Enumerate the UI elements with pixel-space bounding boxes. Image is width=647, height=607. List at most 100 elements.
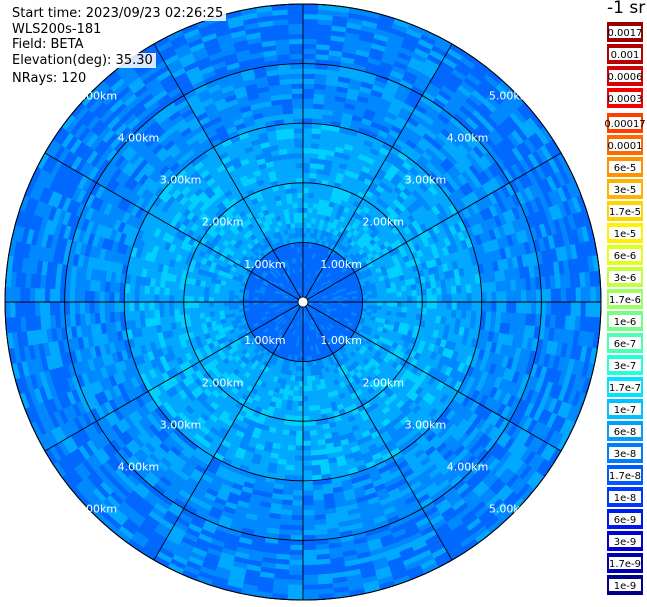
- heatmap-cell: [461, 293, 468, 303]
- heatmap-cell: [310, 143, 320, 150]
- heatmap-cell: [376, 289, 383, 295]
- heatmap-cell: [304, 341, 308, 347]
- heatmap-cell: [560, 301, 567, 317]
- heatmap-cell: [305, 356, 310, 362]
- heatmap-cell: [296, 410, 304, 417]
- heatmap-cell: [302, 197, 309, 204]
- heatmap-cell: [302, 381, 308, 387]
- heatmap-cell: [560, 287, 567, 303]
- heatmap-cell: [302, 579, 319, 586]
- heatmap-cell: [302, 23, 318, 30]
- heatmap-cell: [302, 167, 311, 174]
- heatmap-cell: [456, 301, 463, 311]
- heatmap-cell: [575, 301, 582, 317]
- heatmap-cell: [590, 286, 597, 303]
- heatmap-cell: [550, 288, 557, 303]
- heatmap-cell: [545, 288, 552, 303]
- heatmap-cell: [371, 305, 378, 311]
- heatmap-cell: [305, 361, 310, 367]
- heatmap-cell: [496, 301, 502, 313]
- heatmap-cell: [436, 287, 443, 296]
- heatmap-cell: [575, 287, 582, 303]
- heatmap-cell: [441, 286, 448, 295]
- heatmap-cell: [302, 113, 314, 119]
- heatmap-cell: [362, 298, 368, 303]
- heatmap-cell: [302, 187, 310, 194]
- heatmap-cell: [555, 288, 562, 303]
- heatmap-cell: [396, 306, 403, 313]
- heatmap-cell: [302, 544, 317, 551]
- heatmap-cell: [516, 290, 522, 303]
- heatmap-cell: [297, 400, 304, 407]
- heatmap-cell: [302, 465, 313, 472]
- heatmap-cell: [580, 286, 587, 303]
- heatmap-cell: [386, 287, 393, 294]
- heatmap-cell: [431, 301, 438, 310]
- heatmap-cell: [377, 297, 383, 303]
- heatmap-cell: [367, 301, 373, 306]
- heatmap-cell: [298, 371, 304, 377]
- heatmap-cell: [311, 133, 321, 140]
- heatmap-cell: [307, 390, 314, 397]
- heatmap-cell: [302, 415, 310, 422]
- heatmap-cell: [386, 292, 393, 298]
- heatmap-cell: [291, 405, 298, 412]
- heatmap-cell: [310, 370, 315, 377]
- heatmap-cell: [302, 58, 316, 65]
- heatmap-cell: [302, 83, 315, 89]
- heatmap-cell: [376, 293, 383, 299]
- heatmap-cell: [302, 589, 319, 596]
- heatmap-cell: [302, 371, 308, 377]
- heatmap-cell: [302, 445, 312, 452]
- heatmap-cell: [302, 28, 318, 35]
- heatmap-cell: [460, 284, 467, 294]
- heatmap-cell: [291, 510, 304, 516]
- heatmap-cell: [302, 182, 310, 189]
- heatmap-cell: [516, 301, 522, 314]
- heatmap-cell: [295, 425, 304, 432]
- heatmap-cell: [299, 366, 304, 372]
- heatmap-cell: [302, 237, 307, 243]
- heatmap-cell: [382, 297, 388, 303]
- heatmap-cell: [456, 293, 463, 303]
- heatmap-cell: [465, 310, 472, 320]
- heatmap-cell: [311, 469, 322, 476]
- heatmap-cell: [302, 395, 309, 402]
- heatmap-cell: [302, 564, 318, 571]
- heatmap-cell: [291, 519, 304, 526]
- heatmap-cell: [288, 435, 297, 442]
- heatmap-cell: [585, 286, 592, 303]
- heatmap-cell: [307, 212, 313, 219]
- heatmap-cell: [441, 294, 448, 303]
- heatmap-cell: [302, 137, 312, 144]
- heatmap-cell: [302, 108, 314, 114]
- heatmap-cell: [302, 549, 317, 556]
- heatmap-cell: [298, 376, 304, 382]
- heatmap-cell: [293, 475, 304, 482]
- heatmap-cell: [366, 294, 373, 299]
- heatmap-cell: [506, 301, 512, 314]
- heatmap-cell: [310, 152, 319, 160]
- heatmap-cell: [302, 529, 316, 536]
- heatmap-cell: [302, 366, 307, 372]
- heatmap-cell: [371, 290, 378, 295]
- heatmap-cell: [302, 88, 315, 94]
- heatmap-cell: [302, 172, 311, 179]
- heatmap-cell: [311, 385, 318, 392]
- heatmap-cell: [302, 147, 312, 154]
- heatmap-cells: [4, 3, 602, 601]
- heatmap-cell: [311, 459, 321, 466]
- heatmap-cell: [486, 291, 492, 303]
- heatmap-cell: [436, 294, 443, 303]
- heatmap-cell: [401, 290, 408, 298]
- heatmap-cell: [289, 425, 297, 432]
- heatmap-cell: [302, 38, 318, 45]
- heatmap-cell: [406, 296, 413, 303]
- heatmap-cell: [446, 293, 453, 303]
- heatmap-cell: [426, 294, 433, 303]
- heatmap-cell: [471, 292, 478, 303]
- heatmap-cell: [310, 440, 319, 447]
- heatmap-cell: [525, 289, 532, 303]
- heatmap-cell: [302, 217, 308, 223]
- heatmap-cell: [306, 222, 312, 229]
